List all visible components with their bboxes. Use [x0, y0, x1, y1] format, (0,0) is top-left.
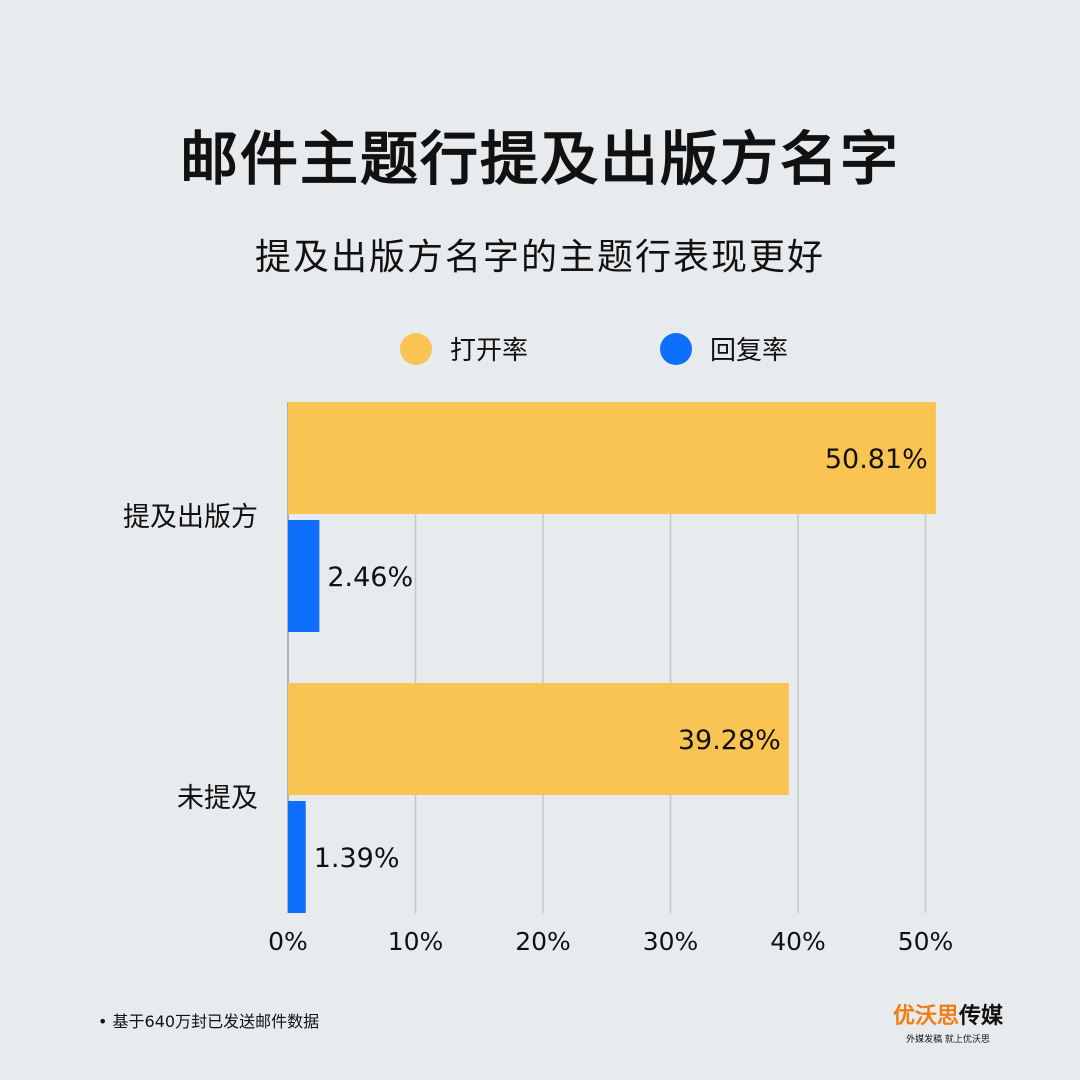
x-tick-label: 0% — [268, 927, 308, 956]
x-tick-label: 10% — [388, 927, 444, 956]
bar-open-rate — [288, 402, 936, 514]
x-tick-label: 20% — [515, 927, 571, 956]
data-label: 1.39% — [314, 843, 400, 874]
category-label: 提及出版方 — [123, 502, 258, 533]
x-tick-label: 40% — [770, 927, 826, 956]
logo-tagline: 外媒发稿 就上优沃思 — [906, 1035, 990, 1045]
legend-item-reply-rate: 回复率 — [660, 330, 788, 367]
legend-swatch-open-rate — [400, 332, 432, 365]
legend-label: 打开率 — [450, 336, 529, 366]
bar-open-rate — [288, 683, 789, 795]
data-label: 2.46% — [327, 562, 413, 593]
legend: 打开率 回复率 — [0, 330, 1080, 370]
x-tick-label: 50% — [898, 927, 954, 956]
legend-item-open-rate: 打开率 — [400, 330, 528, 367]
logo: 优沃思传媒 外媒发稿 就上优沃思 — [878, 998, 1018, 1045]
data-label: 50.81% — [825, 444, 928, 475]
footnote: • 基于640万封已发送邮件数据 — [98, 1012, 320, 1031]
legend-swatch-reply-rate — [660, 332, 692, 365]
chart-title: 邮件主题行提及出版方名字 — [179, 125, 900, 193]
bar-reply-rate — [288, 520, 320, 632]
chart-subtitle: 提及出版方名字的主题行表现更好 — [254, 237, 825, 278]
logo-orange: 优沃思 — [892, 1003, 959, 1029]
logo-dark: 传媒 — [959, 1003, 1004, 1029]
x-tick-label: 30% — [643, 927, 699, 956]
bar-reply-rate — [288, 801, 306, 913]
data-label: 39.28% — [678, 725, 781, 756]
category-label: 未提及 — [177, 783, 258, 814]
legend-label: 回复率 — [710, 336, 789, 366]
